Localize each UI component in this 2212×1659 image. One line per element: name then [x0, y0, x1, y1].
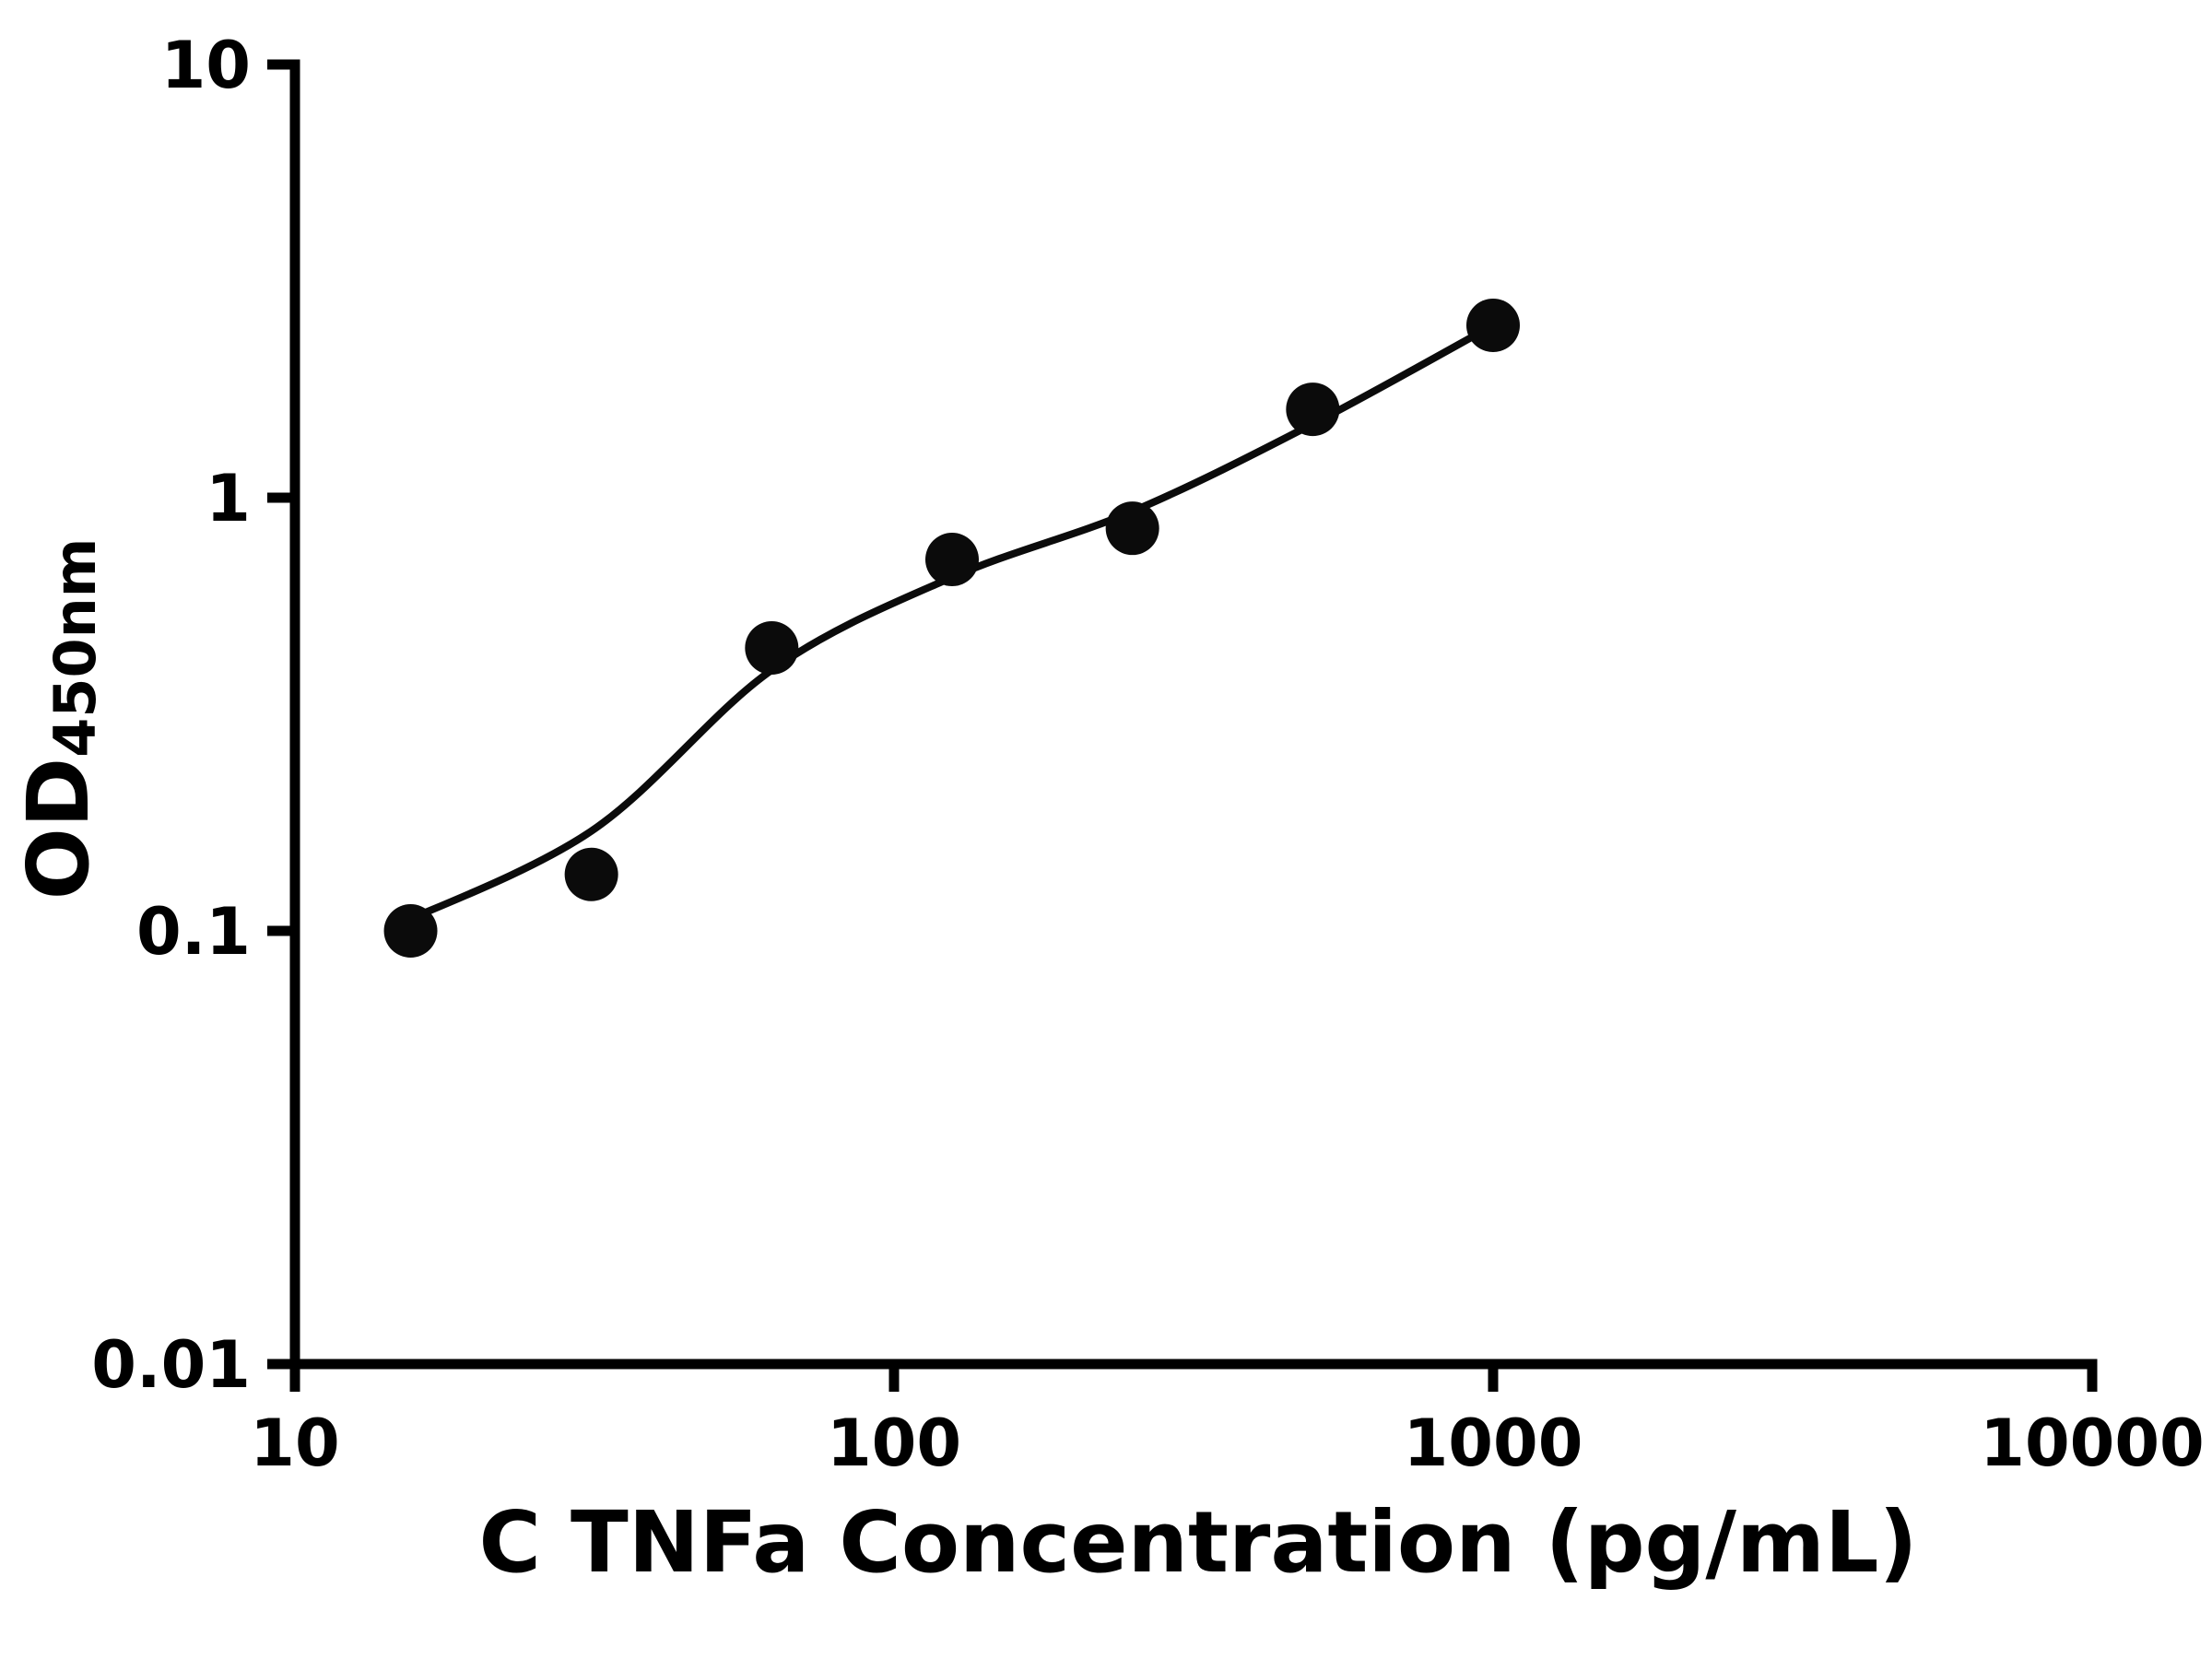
y-axis-title-main: OD	[9, 758, 108, 900]
y-axis-title: OD450nm	[9, 538, 109, 900]
data-point	[745, 620, 799, 675]
x-axis-title: C TNFa Concentration (pg/mL)	[478, 1493, 1917, 1592]
x-tick-label: 1000	[1404, 1406, 1583, 1481]
x-tick-label: 100	[827, 1406, 961, 1481]
data-points-layer	[383, 298, 1520, 958]
data-point	[1466, 298, 1520, 352]
data-point	[924, 533, 979, 587]
axes-layer	[289, 59, 2098, 1370]
data-point	[383, 904, 438, 958]
tick-layer: 10 100 1000 10000 0.01 0.1 1 10	[91, 28, 2204, 1481]
axis-spines	[289, 59, 2098, 1370]
data-point	[564, 847, 618, 901]
y-axis-title-subscript: 450nm	[41, 538, 109, 758]
y-tick-label: 0.1	[136, 894, 251, 970]
y-tick-label: 1	[206, 461, 251, 536]
y-tick-label: 10	[161, 28, 251, 103]
x-tick-label: 10000	[1980, 1406, 2205, 1481]
y-tick-label: 0.01	[91, 1327, 251, 1403]
data-point	[1286, 382, 1340, 437]
x-tick-label: 10	[250, 1406, 339, 1481]
data-point	[1105, 501, 1159, 556]
